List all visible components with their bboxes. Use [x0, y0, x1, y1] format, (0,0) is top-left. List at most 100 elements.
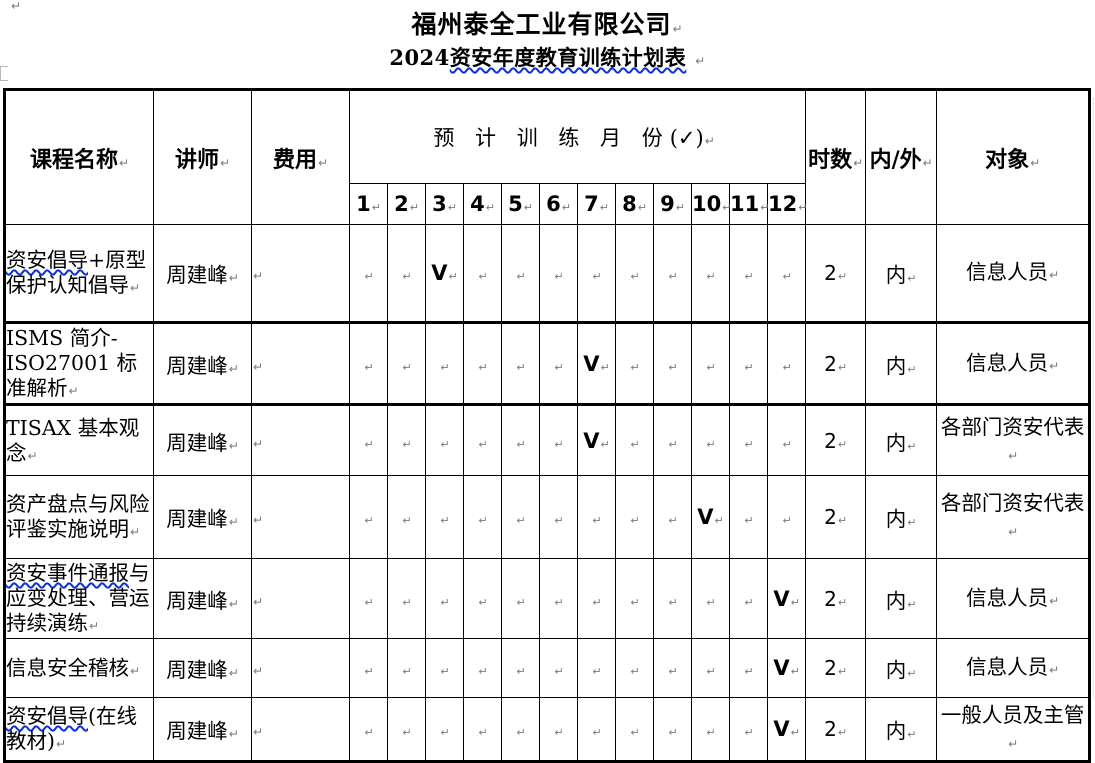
- cell-month-6[interactable]: ↵: [539, 558, 578, 639]
- cell-month-5[interactable]: ↵: [501, 638, 540, 698]
- cell-month-8[interactable]: ↵: [615, 558, 654, 639]
- cell-month-7[interactable]: ↵: [577, 638, 616, 698]
- cell-month-1[interactable]: ↵: [349, 558, 388, 639]
- cell-fee[interactable]: ↵: [251, 638, 350, 698]
- cell-month-12[interactable]: V↵: [766, 558, 807, 639]
- cell-month-6[interactable]: ↵: [539, 475, 578, 559]
- cell-month-4[interactable]: ↵: [463, 475, 502, 559]
- cell-month-5[interactable]: ↵: [501, 322, 540, 406]
- cell-month-2[interactable]: ↵: [387, 638, 426, 698]
- cell-month-10[interactable]: ↵: [691, 224, 730, 324]
- cell-target[interactable]: 信息人员↵: [936, 322, 1091, 406]
- cell-month-4[interactable]: ↵: [463, 322, 502, 406]
- cell-month-8[interactable]: ↵: [615, 224, 654, 324]
- cell-fee[interactable]: ↵: [251, 404, 350, 476]
- cell-fee[interactable]: ↵: [251, 558, 350, 639]
- cell-inside-outside[interactable]: 内↵: [865, 404, 938, 476]
- cell-fee[interactable]: ↵: [251, 697, 350, 762]
- cell-month-11[interactable]: ↵: [729, 638, 768, 698]
- cell-month-1[interactable]: ↵: [349, 475, 388, 559]
- cell-month-9[interactable]: ↵: [653, 475, 692, 559]
- cell-month-4[interactable]: ↵: [463, 697, 502, 762]
- cell-hours[interactable]: 2↵: [805, 558, 867, 639]
- cell-course-name[interactable]: 资安事件通报与应变处理、营运持续演练↵: [4, 558, 154, 639]
- cell-month-8[interactable]: ↵: [615, 475, 654, 559]
- cell-hours[interactable]: 2↵: [805, 475, 867, 559]
- cell-course-name[interactable]: 信息安全稽核↵: [4, 638, 154, 698]
- cell-inside-outside[interactable]: 内↵: [865, 638, 938, 698]
- cell-month-12[interactable]: ↵: [766, 224, 807, 324]
- cell-inside-outside[interactable]: 内↵: [865, 322, 938, 406]
- cell-month-1[interactable]: ↵: [349, 224, 388, 324]
- cell-target[interactable]: 一般人员及主管 ↵: [936, 697, 1091, 762]
- cell-month-3[interactable]: ↵: [425, 322, 464, 406]
- cell-month-5[interactable]: ↵: [501, 404, 540, 476]
- cell-target[interactable]: 信息人员↵: [936, 558, 1091, 639]
- cell-month-8[interactable]: ↵: [615, 638, 654, 698]
- cell-course-name[interactable]: ISMS 简介-ISO27001 标准解析↵: [4, 322, 154, 406]
- cell-instructor[interactable]: 周建峰↵: [153, 697, 252, 762]
- cell-hours[interactable]: 2↵: [805, 638, 867, 698]
- cell-month-1[interactable]: ↵: [349, 638, 388, 698]
- cell-month-3[interactable]: ↵: [425, 475, 464, 559]
- cell-month-6[interactable]: ↵: [539, 322, 578, 406]
- cell-course-name[interactable]: 资安倡导(在线教材)↵: [4, 697, 154, 762]
- cell-fee[interactable]: ↵: [251, 224, 350, 324]
- cell-month-3[interactable]: ↵: [425, 558, 464, 639]
- cell-month-10[interactable]: ↵: [691, 638, 730, 698]
- cell-month-9[interactable]: ↵: [653, 322, 692, 406]
- cell-target[interactable]: 各部门资安代表 ↵: [936, 404, 1091, 476]
- cell-month-5[interactable]: ↵: [501, 697, 540, 762]
- cell-fee[interactable]: ↵: [251, 475, 350, 559]
- cell-month-10[interactable]: ↵: [691, 558, 730, 639]
- cell-hours[interactable]: 2↵: [805, 322, 867, 406]
- cell-month-9[interactable]: ↵: [653, 697, 692, 762]
- cell-month-6[interactable]: ↵: [539, 404, 578, 476]
- cell-month-2[interactable]: ↵: [387, 322, 426, 406]
- cell-month-4[interactable]: ↵: [463, 224, 502, 324]
- cell-month-9[interactable]: ↵: [653, 224, 692, 324]
- cell-target[interactable]: 信息人员↵: [936, 638, 1091, 698]
- cell-instructor[interactable]: 周建峰↵: [153, 558, 252, 639]
- cell-month-10[interactable]: ↵: [691, 322, 730, 406]
- cell-target[interactable]: 信息人员↵: [936, 224, 1091, 324]
- cell-month-1[interactable]: ↵: [349, 322, 388, 406]
- cell-month-8[interactable]: ↵: [615, 404, 654, 476]
- cell-month-10[interactable]: ↵: [691, 404, 730, 476]
- cell-month-3[interactable]: ↵: [425, 697, 464, 762]
- cell-inside-outside[interactable]: 内↵: [865, 475, 938, 559]
- cell-month-12[interactable]: ↵: [766, 322, 807, 406]
- cell-month-6[interactable]: ↵: [539, 697, 578, 762]
- cell-course-name[interactable]: TISAX 基本观念↵: [4, 404, 154, 476]
- cell-month-4[interactable]: ↵: [463, 638, 502, 698]
- cell-month-7[interactable]: V↵: [577, 322, 616, 406]
- cell-month-7[interactable]: ↵: [577, 558, 616, 639]
- cell-month-1[interactable]: ↵: [349, 697, 388, 762]
- cell-month-12[interactable]: ↵: [766, 475, 807, 559]
- cell-inside-outside[interactable]: 内↵: [865, 697, 938, 762]
- cell-month-11[interactable]: ↵: [729, 224, 768, 324]
- cell-fee[interactable]: ↵: [251, 322, 350, 406]
- cell-course-name[interactable]: 资安倡导+原型保护认知倡导↵: [4, 224, 154, 324]
- cell-month-2[interactable]: ↵: [387, 558, 426, 639]
- cell-instructor[interactable]: 周建峰↵: [153, 638, 252, 698]
- cell-month-2[interactable]: ↵: [387, 224, 426, 324]
- cell-month-9[interactable]: ↵: [653, 404, 692, 476]
- cell-month-11[interactable]: ↵: [729, 475, 768, 559]
- cell-instructor[interactable]: 周建峰↵: [153, 224, 252, 324]
- cell-instructor[interactable]: 周建峰↵: [153, 322, 252, 406]
- cell-month-3[interactable]: ↵: [425, 404, 464, 476]
- cell-month-5[interactable]: ↵: [501, 475, 540, 559]
- cell-month-7[interactable]: ↵: [577, 224, 616, 324]
- cell-month-2[interactable]: ↵: [387, 697, 426, 762]
- cell-month-4[interactable]: ↵: [463, 558, 502, 639]
- cell-month-9[interactable]: ↵: [653, 638, 692, 698]
- cell-hours[interactable]: 2↵: [805, 697, 867, 762]
- cell-month-11[interactable]: ↵: [729, 404, 768, 476]
- cell-month-7[interactable]: ↵: [577, 697, 616, 762]
- cell-month-8[interactable]: ↵: [615, 322, 654, 406]
- cell-month-12[interactable]: V↵: [766, 697, 807, 762]
- cell-month-7[interactable]: ↵: [577, 475, 616, 559]
- cell-month-5[interactable]: ↵: [501, 224, 540, 324]
- cell-instructor[interactable]: 周建峰↵: [153, 404, 252, 476]
